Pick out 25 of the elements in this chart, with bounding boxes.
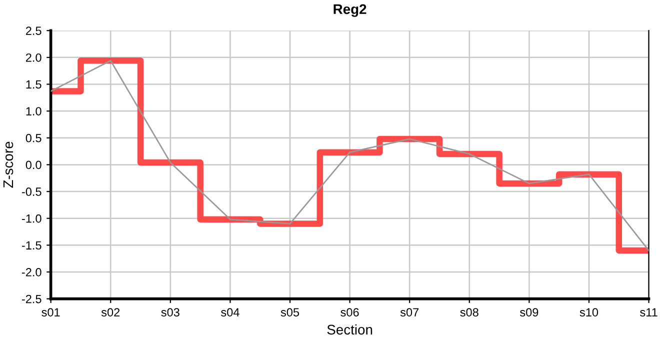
x-tick-label: s03 — [161, 308, 180, 316]
x-tick-label: s01 — [42, 308, 60, 316]
x-tick-label: s10 — [580, 308, 598, 316]
y-tick-label: -2.5 — [22, 294, 42, 304]
y-tick-label: -1.0 — [22, 214, 42, 223]
x-axis-title: Section — [327, 324, 372, 335]
x-tick-label: s07 — [400, 308, 419, 316]
x-tick-label: s04 — [221, 308, 240, 316]
y-tick-label: 0.0 — [26, 160, 42, 170]
y-tick-label: 2.0 — [26, 53, 42, 62]
x-tick-label: s09 — [520, 308, 538, 316]
y-tick-label: -0.5 — [22, 188, 42, 196]
y-tick-label: -2.0 — [22, 268, 42, 276]
chart-title: Reg2 — [334, 4, 366, 17]
y-tick-label: 2.5 — [26, 26, 42, 35]
y-tick-label: 1.5 — [26, 80, 42, 89]
x-tick-label: s11 — [640, 308, 658, 316]
x-tick-label: s02 — [101, 308, 120, 316]
y-axis-title: Z-score — [3, 142, 14, 188]
x-tick-label: s08 — [460, 308, 478, 316]
x-tick-label: s06 — [340, 308, 359, 316]
y-tick-label: 1.0 — [26, 107, 42, 116]
x-tick-label: s05 — [280, 308, 300, 316]
y-tick-label: 0.5 — [26, 134, 42, 142]
y-tick-label: -1.5 — [22, 241, 42, 250]
